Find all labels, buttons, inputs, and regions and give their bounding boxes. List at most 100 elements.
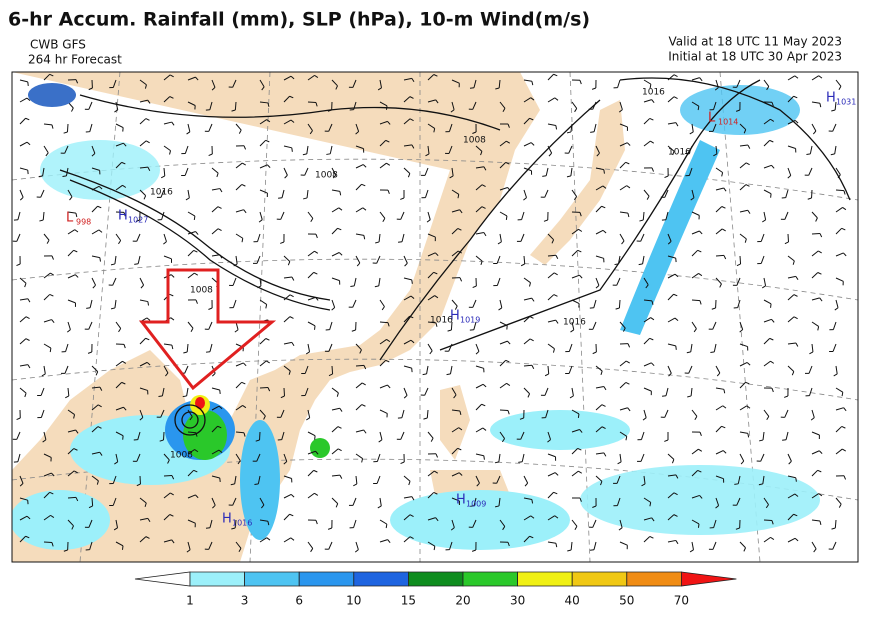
wind-barb-flag (50, 348, 51, 352)
wind-barb-flag (278, 198, 282, 199)
isobar-label: 1008 (315, 171, 338, 181)
wind-barb-flag (386, 524, 387, 528)
colorbar-tick-label: 6 (295, 594, 303, 608)
wind-barb (92, 498, 93, 506)
pressure-center-letter: H (456, 493, 466, 508)
colorbar-segment (681, 572, 736, 586)
colorbar-tick-label: 70 (674, 594, 689, 608)
wind-barb-flag (578, 414, 579, 418)
wind-barb (716, 255, 724, 256)
colorbar-segment (518, 572, 573, 586)
pressure-center-value: 1014 (718, 118, 738, 127)
colorbar-tick-label: 15 (401, 594, 416, 608)
isobar-label: 1008 (170, 451, 193, 461)
wind-barb (836, 190, 844, 191)
pressure-center-value: 998 (76, 218, 91, 227)
wind-barb (764, 520, 772, 521)
wind-barb (788, 234, 789, 242)
wind-barb (692, 300, 700, 301)
wind-barb (427, 410, 428, 418)
wind-barb-flag (63, 176, 67, 177)
wind-barb-flag (676, 346, 677, 350)
wind-barb-flag (122, 546, 123, 550)
wind-barb-flag (615, 264, 619, 265)
colorbar-segment (135, 572, 190, 586)
wind-barb-flag (734, 484, 738, 485)
wind-barb-flag (518, 462, 522, 463)
wind-barb (235, 102, 236, 110)
pressure-center-letter: L (66, 211, 74, 226)
isobar-label: 1016 (563, 318, 586, 328)
wind-barb (332, 366, 333, 374)
wind-barb (44, 542, 52, 543)
colorbar-tick-label: 1 (186, 594, 194, 608)
wind-barb (163, 432, 164, 440)
wind-barb (356, 365, 364, 366)
isobar-label: 1016 (430, 316, 453, 326)
logo (28, 83, 76, 107)
wind-barb (380, 322, 388, 323)
wind-barb-flag (28, 82, 29, 86)
pressure-center-letter: H (826, 91, 836, 106)
colorbar-tick-label: 30 (510, 594, 525, 608)
wind-barb-flag (542, 176, 546, 177)
isobar-label: 1016 (668, 148, 691, 158)
colorbar-segment (627, 572, 682, 586)
wind-barb-flag (254, 484, 258, 485)
colorbar-segment (463, 572, 518, 586)
wind-barb-flag (698, 106, 699, 110)
colorbar-tick-label: 3 (241, 594, 249, 608)
pressure-center-letter: H (222, 512, 232, 527)
isobar-label: 1016 (150, 188, 173, 198)
wind-barb-flag (806, 154, 810, 155)
wind-barb-flag (782, 440, 786, 441)
wind-barb-flag (698, 524, 699, 528)
colorbar-tick-label: 50 (619, 594, 634, 608)
wind-barb (835, 520, 836, 528)
wind-barb-flag (86, 308, 90, 309)
wind-barb (740, 256, 741, 264)
wind-barb-flag (100, 258, 101, 262)
wind-barb-flag (134, 264, 138, 265)
wind-barb-flag (194, 216, 195, 220)
colorbar-tick-label: 10 (346, 594, 361, 608)
wind-barb-flag (796, 478, 797, 482)
wind-barb-flag (292, 148, 293, 152)
wind-barb-flag (590, 132, 594, 133)
colorbar-tick-label: 40 (565, 594, 580, 608)
wind-barb (68, 497, 76, 498)
model: CWB GFS (30, 38, 86, 52)
wind-barb-flag (412, 280, 413, 284)
title: 6-hr Accum. Rainfall (mm), SLP (hPa), 10… (8, 9, 590, 31)
isobar-label: 1008 (190, 286, 213, 296)
pressure-center-letter: H (118, 209, 128, 224)
wind-barb-flag (434, 546, 435, 550)
wind-barb-flag (350, 286, 354, 287)
wind-barb-flag (315, 326, 316, 330)
wind-barb-flag (326, 154, 330, 155)
wind-barb-flag (158, 396, 162, 397)
wind-barb-flag (506, 216, 507, 220)
pressure-center-letter: L (708, 111, 716, 126)
wind-barb-flag (604, 170, 605, 174)
initial-time: Initial at 18 UTC 30 Apr 2023 (668, 50, 842, 64)
wind-barb-flag (447, 374, 451, 375)
isobar-label: 1016 (642, 88, 665, 98)
colorbar: 1 3 6 10 15 20 30 40 50 70 (135, 572, 736, 608)
colorbar-tick-label: 20 (455, 594, 470, 608)
colorbar-segment (245, 572, 300, 586)
wind-barb-flag (484, 456, 485, 460)
wind-barb-flag (556, 126, 557, 130)
wind-barb (67, 124, 68, 132)
colorbar-segment (354, 572, 409, 586)
wind-barb-flag (148, 302, 149, 306)
colorbar-segment (190, 572, 245, 586)
pressure-center-value: 1019 (460, 316, 480, 325)
pressure-center-value: 1031 (836, 98, 856, 107)
pressure-center-value: 1027 (128, 216, 148, 225)
wind-barb-flag (710, 352, 714, 353)
forecast-hour: 264 hr Forecast (28, 53, 122, 67)
colorbar-segment (572, 572, 627, 586)
pressure-center-value: 1009 (466, 500, 486, 509)
